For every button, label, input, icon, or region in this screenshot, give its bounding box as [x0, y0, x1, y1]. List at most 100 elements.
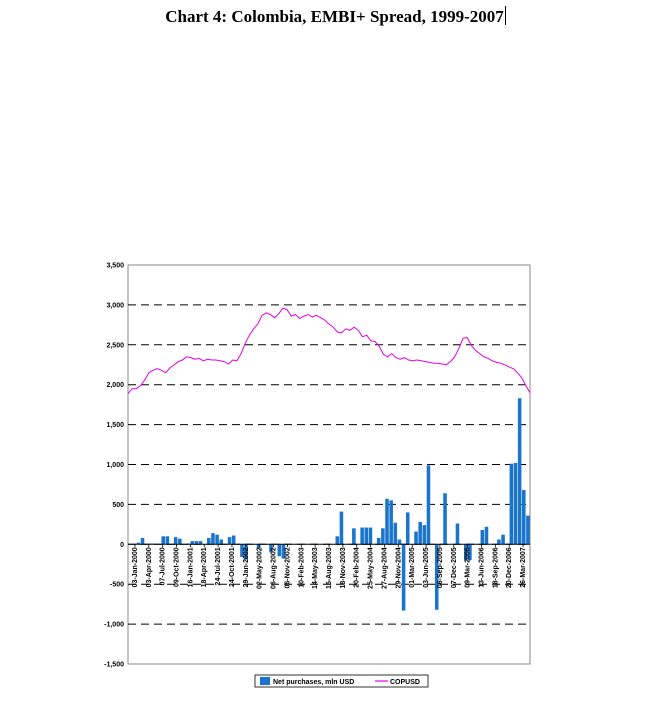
bar-net-purchases: [526, 515, 530, 545]
bar-net-purchases: [497, 539, 501, 545]
bar-net-purchases: [215, 534, 219, 545]
y-tick-label: -1,500: [104, 662, 124, 669]
x-tick-label: 29-Jan-2002: [243, 547, 250, 587]
legend-box: [254, 674, 429, 688]
x-tick-label: 14-May-2003: [312, 547, 319, 589]
legend-label-net-purchases: Net purchases, mln USD: [273, 679, 354, 686]
bar-net-purchases: [244, 544, 248, 560]
x-tick-label: 25-May-2004: [368, 547, 375, 589]
bar-net-purchases: [414, 531, 418, 545]
bar-net-purchases: [376, 537, 381, 545]
x-tick-label: 02-May-2002: [257, 547, 264, 589]
x-tick-label: 29-Nov-2004: [395, 547, 402, 588]
x-tick-label: 26-Mar-2007: [520, 547, 527, 588]
y-tick-label: -500: [110, 582, 124, 589]
y-tick-label: 2,000: [106, 382, 124, 389]
bar-net-purchases: [509, 463, 514, 545]
bar-net-purchases: [397, 539, 402, 545]
bar-net-purchases: [190, 541, 195, 545]
chart-title: Chart 4: Colombia, EMBI+ Spread, 1999-20…: [0, 6, 671, 27]
bar-net-purchases: [422, 525, 427, 545]
x-tick-label: 03-Jan-2000: [132, 547, 139, 587]
bar-net-purchases: [501, 534, 505, 545]
y-tick-label: 1,500: [106, 422, 124, 429]
bar-net-purchases: [513, 462, 518, 545]
bar-net-purchases: [178, 538, 182, 545]
bar-net-purchases: [352, 528, 356, 545]
x-tick-label: 09-Oct-2000: [174, 547, 181, 587]
bar-net-purchases: [468, 544, 472, 561]
x-tick-label: 27-Aug-2004: [381, 547, 388, 589]
bar-net-purchases: [335, 536, 340, 545]
y-tick-label: 2,500: [106, 342, 124, 349]
x-tick-label: 06-Aug-2002: [271, 547, 278, 589]
x-tick-label: 20-Feb-2004: [354, 547, 361, 588]
bar-net-purchases: [426, 465, 431, 545]
bar-net-purchases: [269, 544, 273, 553]
bar-net-purchases: [480, 529, 485, 545]
bar-net-purchases: [434, 544, 439, 610]
bar-net-purchases: [173, 537, 178, 545]
bar-net-purchases: [484, 526, 489, 545]
legend-label-copusd: COPUSD: [390, 679, 420, 686]
bar-net-purchases: [277, 544, 282, 557]
x-tick-label: 06-Sep-2005: [437, 547, 444, 588]
x-tick-label: 03-Apr-2000: [146, 547, 153, 587]
bar-net-purchases: [393, 522, 398, 545]
x-tick-label: 16-Jan-2001: [187, 547, 194, 587]
y-tick-label: 3,000: [106, 302, 124, 309]
bar-net-purchases: [140, 537, 145, 545]
bar-net-purchases: [385, 498, 389, 545]
bar-net-purchases: [405, 512, 410, 545]
x-tick-label: 20-Dec-2006: [506, 547, 513, 588]
x-tick-label: 07-Jul-2000: [160, 547, 167, 585]
bar-net-purchases: [231, 535, 236, 545]
x-tick-label: 07-Dec-2005: [451, 547, 458, 588]
x-tick-label: 09-Mar-2006: [465, 547, 472, 588]
bar-net-purchases: [194, 541, 199, 545]
x-tick-label: 13-Jun-2006: [479, 547, 486, 588]
bar-net-purchases: [381, 528, 385, 545]
y-tick-label: -1,000: [104, 622, 124, 629]
bar-net-purchases: [517, 398, 522, 545]
bar-net-purchases: [240, 544, 244, 558]
y-tick-label: 3,500: [106, 263, 124, 270]
y-tick-label: 1,000: [106, 462, 124, 469]
bar-net-purchases: [136, 542, 141, 545]
text-cursor: [504, 6, 506, 25]
x-tick-label: 03-Jun-2005: [423, 547, 430, 588]
legend-bar-swatch: [260, 677, 270, 685]
y-tick-label: 0: [120, 542, 124, 549]
y-tick-label: 500: [112, 502, 124, 509]
x-tick-label: 18-Nov-2003: [340, 547, 347, 588]
x-tick-label: 18-Apr-2001: [201, 547, 208, 587]
legend: Net purchases, mln USD COPUSD: [254, 674, 429, 688]
bar-net-purchases: [364, 527, 369, 545]
x-tick-label: 24-Jul-2001: [215, 547, 222, 585]
bar-net-purchases: [227, 537, 232, 545]
bar-net-purchases: [443, 493, 447, 545]
bar-net-purchases: [360, 527, 364, 545]
bar-net-purchases: [161, 536, 165, 545]
bar-net-purchases: [389, 500, 393, 545]
x-tick-label: 06-Nov-2002: [284, 547, 291, 588]
bar-net-purchases: [339, 511, 344, 545]
copusd-line: [127, 307, 531, 394]
x-tick-label: 24-Oct-2001: [229, 547, 236, 587]
bar-net-purchases: [368, 527, 373, 545]
bar-net-purchases: [455, 523, 460, 545]
bar-net-purchases: [198, 541, 203, 545]
bar-net-purchases: [418, 521, 422, 545]
bar-net-purchases: [281, 544, 286, 559]
bar-net-purchases: [463, 544, 468, 561]
x-tick-label: 18-Sep-2006: [492, 547, 499, 588]
bar-net-purchases: [207, 537, 211, 545]
bar-net-purchases: [211, 533, 215, 545]
x-tick-label: 10-Feb-2003: [298, 547, 305, 588]
x-tick-label: 15-Aug-2003: [326, 547, 333, 589]
bar-net-purchases: [256, 544, 261, 549]
bar-net-purchases: [165, 536, 170, 545]
chart-title-text: Chart 4: Colombia, EMBI+ Spread, 1999-20…: [165, 7, 504, 26]
bar-net-purchases: [522, 490, 526, 545]
